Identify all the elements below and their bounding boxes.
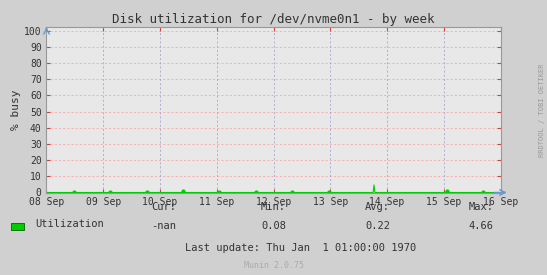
Text: Cur:: Cur: — [152, 202, 177, 212]
Text: RRDTOOL / TOBI OETIKER: RRDTOOL / TOBI OETIKER — [539, 63, 545, 157]
Y-axis label: % busy: % busy — [11, 90, 21, 130]
Text: 0.08: 0.08 — [261, 221, 286, 231]
Text: Utilization: Utilization — [36, 219, 104, 229]
Text: Max:: Max: — [469, 202, 494, 212]
Text: 0.22: 0.22 — [365, 221, 390, 231]
Text: Munin 2.0.75: Munin 2.0.75 — [243, 260, 304, 270]
Title: Disk utilization for /dev/nvme0n1 - by week: Disk utilization for /dev/nvme0n1 - by w… — [112, 13, 435, 26]
Text: Avg:: Avg: — [365, 202, 390, 212]
Text: Last update: Thu Jan  1 01:00:00 1970: Last update: Thu Jan 1 01:00:00 1970 — [185, 243, 416, 253]
Text: Min:: Min: — [261, 202, 286, 212]
Text: 4.66: 4.66 — [469, 221, 494, 231]
Text: -nan: -nan — [152, 221, 177, 231]
